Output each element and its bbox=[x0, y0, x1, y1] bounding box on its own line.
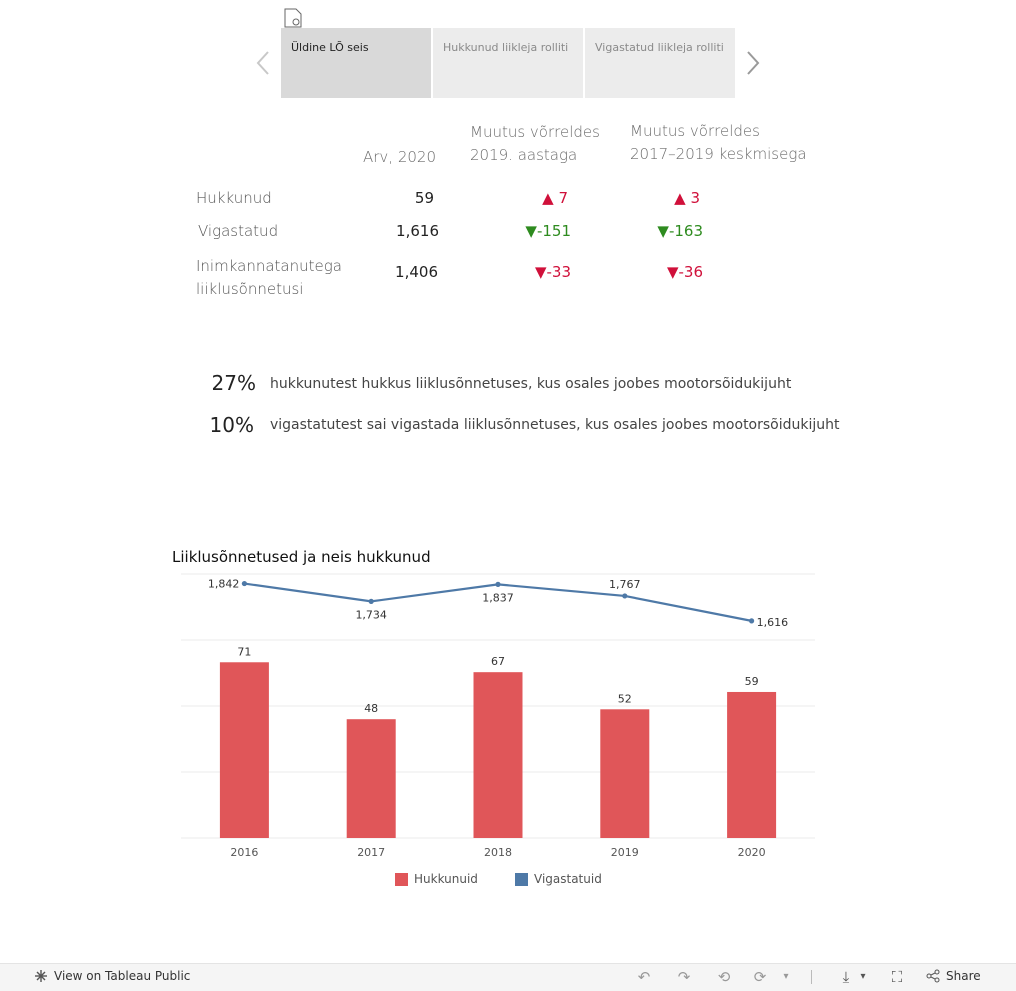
down-arrow-icon: ▼ bbox=[657, 222, 669, 240]
download-dropdown-icon[interactable]: ▾ bbox=[860, 971, 866, 982]
legend-swatch-line bbox=[515, 872, 528, 886]
bar-2016 bbox=[219, 662, 269, 838]
delta-value: 3 bbox=[685, 189, 700, 207]
header-line: Muutus võrreldes bbox=[630, 122, 760, 140]
bar-label: 71 bbox=[237, 645, 251, 658]
row-label-injured: Vigastatud bbox=[198, 222, 279, 240]
bar-2019 bbox=[600, 709, 650, 838]
legend-label: Vigastatuid bbox=[534, 872, 602, 886]
legend-label: Hukkunuid bbox=[414, 872, 478, 886]
tab-scroll-right-icon[interactable] bbox=[743, 48, 763, 78]
header-line: 2017–2019 keskmisega bbox=[630, 145, 807, 163]
tab-overview[interactable]: Üldine LÕ seis bbox=[281, 28, 431, 98]
row-label-killed: Hukkunud bbox=[196, 189, 272, 207]
bar-2018 bbox=[473, 672, 523, 838]
bar-label: 67 bbox=[491, 655, 505, 668]
combo-chart: 71 48 67 52 59 1,842 1,734 1,837 1,767 1,616 2016 2… bbox=[181, 573, 815, 859]
tab-scroll-left-icon[interactable] bbox=[253, 48, 273, 78]
delta-value: -33 bbox=[546, 263, 572, 281]
redo-icon[interactable]: ↷ bbox=[677, 968, 691, 986]
view-on-tableau-label: View on Tableau Public bbox=[54, 969, 191, 983]
tableau-logo-icon bbox=[35, 970, 47, 982]
legend-item-bar[interactable]: Hukkunuid bbox=[395, 872, 478, 886]
share-label: Share bbox=[946, 969, 981, 983]
delta-injured-vs-2019: ▼-151 bbox=[481, 222, 571, 240]
bar-label: 59 bbox=[745, 675, 759, 688]
header-count: Arv, 2020 bbox=[363, 148, 437, 166]
percent-injured-text: vigastatutest sai vigastada liiklusõnnet… bbox=[270, 417, 840, 433]
delta-killed-vs-average: ▲ 3 bbox=[610, 189, 700, 207]
header-vs-2019: Muutus võrreldes 2019. aastaga bbox=[470, 121, 600, 167]
value-injured: 1,616 bbox=[396, 222, 439, 240]
tab-label: Hukkunud liikleja rolliti bbox=[443, 41, 569, 54]
tab-injured-by-role[interactable]: Vigastatud liikleja rolliti bbox=[585, 28, 735, 98]
share-button[interactable]: Share bbox=[926, 969, 981, 983]
line-label: 1,842 bbox=[208, 578, 240, 591]
up-arrow-icon: ▲ bbox=[542, 189, 554, 207]
refresh-dropdown-icon[interactable]: ▾ bbox=[783, 971, 789, 982]
line-point-2017 bbox=[368, 598, 374, 604]
revert-icon[interactable]: ⟲ bbox=[717, 968, 731, 986]
percent-killed-drunk: 27% bbox=[211, 371, 256, 395]
value-killed: 59 bbox=[414, 189, 434, 207]
row-label-accidents: Inimkannatanutega liiklusõnnetusi bbox=[196, 255, 342, 301]
down-arrow-icon: ▼ bbox=[534, 263, 547, 281]
legend-swatch-bar bbox=[395, 872, 408, 886]
delta-value: -36 bbox=[678, 263, 704, 281]
bar-label: 52 bbox=[618, 692, 632, 705]
tab-killed-by-role[interactable]: Hukkunud liikleja rolliti bbox=[433, 28, 583, 98]
view-on-tableau-link[interactable]: View on Tableau Public bbox=[34, 969, 190, 983]
bar-2017 bbox=[346, 719, 396, 838]
row-label-line: Inimkannatanutega bbox=[196, 257, 342, 275]
x-tick-label: 2016 bbox=[230, 846, 258, 859]
x-tick-label: 2018 bbox=[484, 846, 512, 859]
x-tick-label: 2020 bbox=[738, 846, 766, 859]
delta-accidents-vs-average: ▼-36 bbox=[613, 263, 703, 281]
share-icon bbox=[926, 969, 940, 983]
download-icon[interactable]: ⤓ bbox=[842, 968, 850, 986]
legend-item-line[interactable]: Vigastatuid bbox=[515, 872, 602, 886]
line-label: 1,616 bbox=[757, 616, 789, 629]
chart-title: Liiklusõnnetused ja neis hukkunud bbox=[172, 548, 431, 566]
delta-value: -163 bbox=[668, 222, 703, 240]
value-accidents: 1,406 bbox=[395, 263, 438, 281]
line-label: 1,767 bbox=[609, 578, 641, 591]
delta-killed-vs-2019: ▲ 7 bbox=[478, 189, 568, 207]
x-tick-label: 2019 bbox=[611, 846, 639, 859]
line-point-2016 bbox=[241, 580, 247, 587]
row-label-line: liiklusõnnetusi bbox=[196, 280, 304, 298]
delta-injured-vs-average: ▼-163 bbox=[613, 222, 703, 240]
delta-value: 7 bbox=[553, 189, 568, 207]
tab-label: Üldine LÕ seis bbox=[291, 41, 369, 54]
header-vs-average: Muutus võrreldes 2017–2019 keskmisega bbox=[630, 120, 807, 166]
footer-toolbar bbox=[0, 963, 1016, 991]
bar-2020 bbox=[727, 691, 777, 838]
document-icon bbox=[284, 8, 302, 28]
delta-value: -151 bbox=[536, 222, 571, 240]
tab-label: Vigastatud liikleja rolliti bbox=[595, 41, 724, 54]
down-arrow-icon: ▼ bbox=[525, 222, 537, 240]
toolbar-divider bbox=[811, 970, 812, 984]
line-point-2018 bbox=[495, 581, 501, 587]
undo-icon[interactable]: ↶ bbox=[637, 968, 651, 986]
percent-killed-text: hukkunutest hukkus liiklusõnnetuses, kus… bbox=[270, 376, 792, 392]
line-point-2019 bbox=[622, 593, 628, 599]
header-line: Muutus võrreldes bbox=[470, 123, 600, 141]
line-label: 1,734 bbox=[355, 608, 387, 621]
bar-label: 48 bbox=[364, 702, 378, 715]
up-arrow-icon: ▲ bbox=[674, 189, 686, 207]
header-line: 2019. aastaga bbox=[470, 146, 578, 164]
line-point-2020 bbox=[749, 618, 755, 624]
percent-injured-drunk: 10% bbox=[209, 413, 254, 437]
down-arrow-icon: ▼ bbox=[666, 263, 679, 281]
fullscreen-icon[interactable]: ⛶ bbox=[891, 968, 903, 986]
line-label: 1,837 bbox=[482, 591, 514, 604]
delta-accidents-vs-2019: ▼-33 bbox=[481, 263, 571, 281]
refresh-icon[interactable]: ⟳ bbox=[753, 968, 767, 986]
x-tick-label: 2017 bbox=[357, 846, 385, 859]
